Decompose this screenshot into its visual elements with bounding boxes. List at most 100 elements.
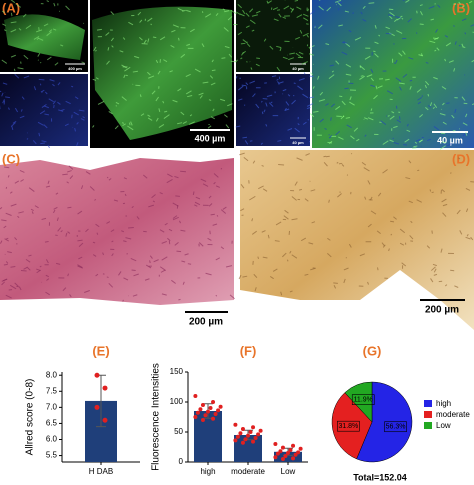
texture — [125, 237, 132, 240]
texture — [95, 49, 97, 52]
texture — [326, 6, 332, 12]
texture — [143, 39, 147, 44]
texture — [432, 263, 437, 267]
texture — [243, 156, 249, 162]
y-axis-label: Fluorescence Intensities — [151, 363, 162, 471]
texture — [327, 237, 331, 241]
texture — [456, 209, 461, 215]
texture — [198, 242, 204, 247]
texture — [313, 24, 316, 29]
texture — [36, 269, 41, 274]
texture — [286, 259, 289, 262]
texture — [429, 189, 432, 192]
texture — [167, 173, 173, 178]
texture — [148, 75, 155, 79]
texture — [41, 103, 47, 108]
texture — [465, 208, 469, 213]
texture — [352, 12, 355, 14]
texture — [409, 86, 412, 90]
texture — [359, 253, 365, 257]
y-tick-label: 50 — [174, 427, 183, 436]
texture — [46, 31, 52, 37]
texture — [164, 110, 168, 113]
texture — [367, 223, 372, 228]
texture — [207, 237, 212, 241]
texture — [470, 24, 474, 27]
texture — [254, 287, 257, 292]
texture — [19, 115, 25, 119]
texture — [122, 37, 126, 40]
texture — [53, 2, 56, 7]
tissue — [4, 14, 85, 60]
texture — [1, 219, 7, 222]
texture — [8, 107, 10, 110]
texture — [281, 252, 287, 258]
texture — [10, 0, 16, 4]
texture — [241, 51, 244, 56]
texture — [105, 32, 110, 36]
texture — [3, 263, 8, 266]
texture — [182, 281, 185, 285]
texture — [367, 180, 371, 185]
texture — [444, 284, 448, 287]
texture — [284, 107, 287, 111]
texture — [267, 0, 272, 4]
texture — [164, 222, 168, 226]
texture — [362, 18, 367, 22]
texture — [265, 123, 268, 127]
texture — [401, 262, 407, 267]
texture — [453, 25, 455, 27]
texture — [311, 221, 316, 224]
texture — [145, 264, 152, 269]
texture — [47, 145, 51, 149]
data-point — [291, 456, 296, 461]
texture — [172, 215, 178, 219]
texture — [279, 47, 282, 52]
texture — [307, 8, 309, 12]
texture — [37, 121, 44, 126]
texture — [441, 189, 445, 193]
texture — [364, 134, 367, 137]
texture — [37, 52, 41, 57]
data-point — [248, 430, 253, 434]
texture — [369, 196, 373, 201]
texture — [110, 229, 115, 233]
texture — [426, 138, 431, 142]
texture — [249, 8, 254, 13]
texture — [223, 27, 229, 32]
texture — [468, 0, 473, 4]
texture — [444, 35, 449, 38]
texture — [180, 111, 185, 116]
texture — [430, 278, 434, 283]
texture — [345, 42, 351, 48]
texture — [57, 101, 61, 105]
data-point — [213, 412, 218, 416]
texture — [137, 11, 142, 16]
texture — [406, 123, 409, 127]
texture — [230, 9, 237, 15]
texture — [298, 51, 304, 55]
texture — [267, 234, 270, 239]
texture — [453, 68, 456, 72]
texture — [325, 155, 330, 158]
texture — [66, 181, 70, 184]
texture — [32, 140, 37, 145]
texture — [177, 7, 184, 12]
data-point — [94, 372, 100, 378]
x-tick-label: Low — [281, 467, 296, 476]
texture — [158, 108, 161, 112]
tissue — [0, 158, 234, 305]
texture — [149, 260, 151, 264]
texture — [381, 242, 385, 247]
tissue — [240, 150, 474, 330]
texture — [255, 63, 260, 67]
texture — [294, 36, 301, 40]
texture — [396, 119, 402, 123]
texture — [220, 246, 225, 250]
texture — [56, 262, 61, 265]
texture — [108, 110, 113, 115]
texture — [461, 5, 465, 8]
texture — [448, 60, 454, 63]
texture — [149, 255, 153, 259]
texture — [53, 209, 56, 214]
